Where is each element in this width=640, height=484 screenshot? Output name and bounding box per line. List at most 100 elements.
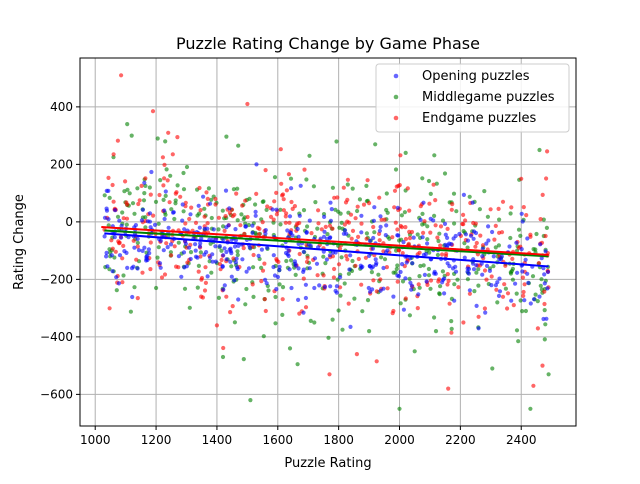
data-point: [490, 229, 495, 235]
data-point: [183, 200, 188, 205]
data-point: [350, 258, 355, 264]
data-point: [263, 308, 268, 314]
data-point: [485, 214, 490, 219]
data-point: [518, 233, 523, 238]
data-point: [542, 289, 547, 294]
data-point: [134, 257, 139, 262]
data-point: [409, 229, 415, 235]
data-point: [262, 261, 267, 266]
x-tick-label: 1800: [323, 433, 354, 447]
data-point: [438, 224, 444, 229]
data-point: [167, 200, 172, 205]
data-point: [446, 278, 451, 283]
data-point: [417, 285, 422, 290]
data-point: [378, 288, 383, 293]
data-point: [528, 234, 533, 239]
legend: Opening puzzles Middlegame puzzles Endgame…: [375, 63, 570, 133]
data-point: [461, 212, 466, 217]
data-point: [539, 277, 544, 282]
data-point: [181, 209, 186, 214]
data-point: [287, 267, 292, 272]
data-point: [341, 185, 346, 190]
data-point: [321, 234, 327, 239]
data-point: [446, 386, 451, 391]
data-point: [283, 220, 288, 225]
data-point: [143, 225, 148, 230]
data-point: [394, 266, 399, 272]
data-point: [216, 215, 221, 220]
data-point: [525, 271, 530, 276]
data-point: [213, 202, 218, 207]
data-point: [337, 246, 343, 251]
data-point: [395, 205, 400, 210]
x-tick-label: 2000: [384, 433, 415, 447]
data-point: [330, 226, 335, 231]
data-point: [379, 255, 384, 260]
data-point: [214, 323, 219, 328]
data-point: [433, 329, 439, 334]
data-point: [297, 311, 302, 316]
data-point: [104, 250, 109, 255]
data-point: [224, 249, 229, 255]
data-point: [531, 247, 536, 252]
data-point: [116, 281, 121, 286]
data-point: [536, 261, 542, 266]
data-point: [516, 339, 521, 344]
data-point: [509, 205, 514, 210]
data-point: [213, 196, 218, 202]
data-point: [445, 282, 450, 287]
data-point: [236, 143, 241, 148]
data-point: [367, 253, 372, 258]
data-point: [340, 327, 345, 332]
data-point: [400, 251, 405, 256]
data-point: [243, 302, 248, 307]
data-point: [235, 249, 240, 254]
data-point: [488, 207, 493, 212]
data-point: [260, 268, 266, 273]
data-point: [147, 185, 152, 190]
x-tick-label: 1200: [141, 433, 172, 447]
data-point: [156, 245, 161, 250]
y-tick-label: 400: [50, 100, 73, 114]
data-point: [433, 198, 438, 203]
data-point: [505, 291, 511, 296]
data-point: [345, 182, 350, 187]
data-point: [208, 201, 213, 206]
data-point: [338, 275, 343, 280]
data-point: [453, 269, 459, 274]
data-point: [271, 220, 276, 225]
y-tick-label: 0: [65, 215, 73, 229]
data-point: [493, 245, 498, 250]
data-point: [136, 248, 142, 253]
data-point: [407, 208, 412, 213]
data-point: [336, 262, 342, 267]
data-point: [416, 282, 421, 287]
data-point: [213, 244, 218, 249]
data-point: [235, 186, 240, 191]
data-point: [263, 231, 268, 236]
data-point: [297, 213, 302, 218]
data-point: [377, 238, 382, 243]
data-point: [474, 263, 479, 268]
data-point: [440, 269, 445, 274]
data-point: [233, 227, 238, 232]
data-point: [111, 152, 116, 157]
data-point: [148, 192, 153, 197]
data-point: [274, 287, 279, 292]
data-point: [219, 248, 224, 253]
data-point: [542, 272, 547, 277]
data-point: [115, 138, 120, 143]
data-point: [421, 252, 426, 257]
y-tick-label: −400: [40, 330, 73, 344]
series-points: [102, 162, 551, 331]
data-point: [435, 235, 440, 240]
data-point: [236, 243, 241, 248]
data-point: [102, 215, 108, 220]
data-point: [293, 272, 298, 277]
data-point: [204, 190, 209, 195]
data-point: [378, 214, 383, 219]
data-point: [244, 269, 249, 274]
data-point: [140, 270, 145, 275]
data-point: [433, 223, 438, 228]
